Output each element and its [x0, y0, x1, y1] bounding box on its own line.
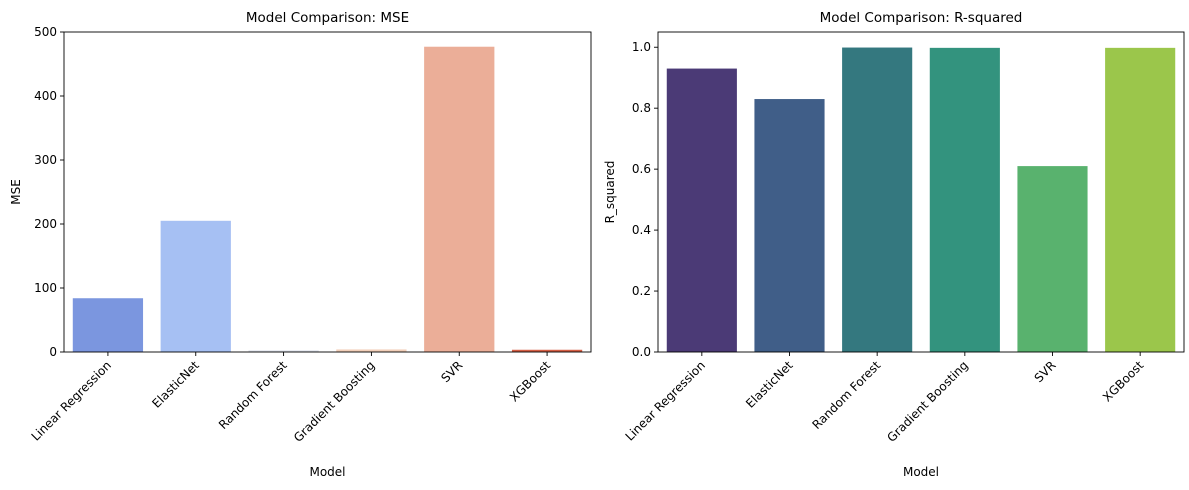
- bar: [842, 47, 913, 352]
- y-tick-label: 100: [34, 281, 57, 295]
- y-axis-label: MSE: [9, 179, 23, 205]
- y-tick-label: 0.4: [632, 223, 651, 237]
- bar: [424, 46, 495, 352]
- y-axis-label: R_squared: [603, 161, 617, 224]
- y-tick-label: 200: [34, 217, 57, 231]
- x-tick-label: SVR: [438, 358, 465, 385]
- x-axis-label: Model: [903, 465, 939, 479]
- bar: [1105, 47, 1176, 352]
- y-tick-label: 0.6: [632, 162, 651, 176]
- x-tick-label: SVR: [1032, 358, 1059, 385]
- bar: [248, 350, 319, 352]
- y-tick-label: 500: [34, 25, 57, 39]
- bar: [336, 349, 407, 352]
- chart-2: 0.0 0.2 0.4 0.6 0.8 1.0 Linear Regression Elast…: [603, 10, 1185, 479]
- x-tick-label: Random Forest: [216, 358, 290, 432]
- bar: [754, 99, 825, 352]
- y-tick-label: 300: [34, 153, 57, 167]
- bar: [929, 47, 1000, 352]
- bar: [1017, 166, 1088, 352]
- bar: [666, 68, 737, 352]
- x-tick-label: Gradient Boosting: [884, 358, 971, 445]
- y-tick-label: 0.2: [632, 284, 651, 298]
- chart-title: Model Comparison: MSE: [246, 10, 409, 26]
- x-tick-label: Linear Regression: [623, 358, 708, 443]
- y-tick-label: 0.0: [632, 345, 651, 359]
- x-axis-label: Model: [309, 465, 345, 479]
- y-tick-label: 1.0: [632, 40, 651, 54]
- y-tick-label: 0.8: [632, 101, 651, 115]
- plot-frame: [657, 31, 1185, 353]
- bar: [72, 298, 144, 352]
- chart-title: Model Comparison: R-squared: [820, 10, 1023, 26]
- x-tick-label: XGBoost: [507, 358, 553, 404]
- bar: [160, 220, 231, 352]
- x-tick-label: ElasticNet: [149, 358, 202, 411]
- chart-1: 0 100 200 300 400 500 Linear Regression Elastic…: [9, 10, 592, 479]
- y-tick-label: 400: [34, 89, 57, 103]
- x-tick-label: ElasticNet: [743, 358, 796, 411]
- bar: [511, 349, 583, 352]
- y-tick-label: 0: [49, 345, 57, 359]
- x-tick-label: Gradient Boosting: [291, 358, 378, 445]
- x-tick-label: Random Forest: [810, 358, 884, 432]
- plot-frame: [63, 31, 592, 353]
- x-tick-label: Linear Regression: [29, 358, 114, 443]
- x-tick-label: XGBoost: [1100, 358, 1146, 404]
